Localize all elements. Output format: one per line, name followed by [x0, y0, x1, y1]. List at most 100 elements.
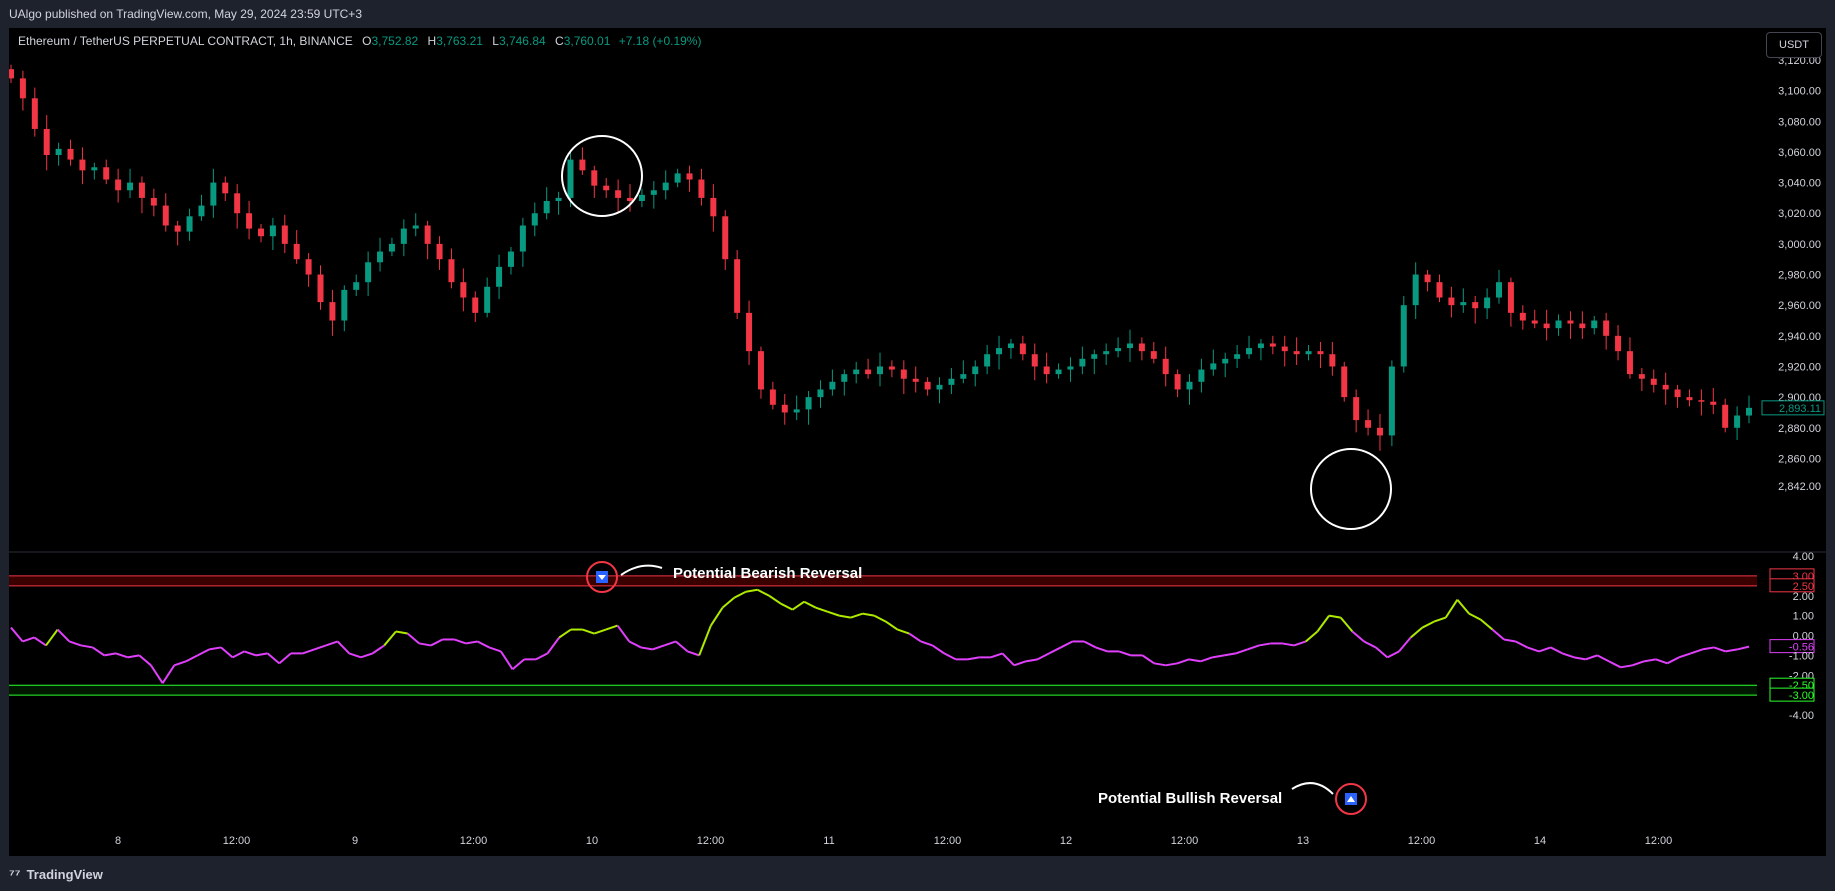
osc-line-segment: [1398, 636, 1412, 653]
osc-line-segment: [1235, 648, 1248, 655]
candle-body: [1150, 351, 1157, 359]
osc-line-segment: [931, 644, 945, 655]
osc-line-segment: [56, 628, 71, 643]
osc-line-segment: [687, 650, 700, 657]
price-axis-tick: 2,960.00: [1778, 300, 1821, 312]
candle-body: [353, 282, 360, 290]
osc-line-segment: [897, 628, 910, 635]
candle-body: [1698, 400, 1705, 402]
osc-line-segment: [220, 646, 234, 659]
time-axis-tick: 12:00: [1171, 835, 1199, 847]
candle-body: [1710, 401, 1717, 405]
time-axis-tick: 12:00: [460, 835, 488, 847]
candle-body: [198, 205, 205, 217]
osc-line-segment: [348, 652, 362, 659]
tradingview-footer[interactable]: ⁷⁷ TradingView: [9, 866, 103, 882]
bottom-highlight-circle: [1310, 448, 1392, 530]
osc-line-segment: [266, 652, 280, 665]
candle-body: [722, 216, 729, 260]
candle-body: [365, 262, 372, 283]
candle-body: [1353, 397, 1360, 421]
chart-svg[interactable]: 3,120.00 3,100.00 3,080.00 3,060.00 3,040.00…: [9, 28, 1826, 856]
bullish-signal-circle: [1335, 783, 1367, 815]
high-label: H: [427, 34, 437, 48]
candle-body: [1067, 366, 1074, 370]
time-axis-tick: 11: [823, 835, 834, 847]
candle-body: [1186, 381, 1193, 390]
candle-body: [817, 389, 824, 398]
osc-line-segment: [1200, 656, 1213, 663]
osc-line-segment: [477, 640, 490, 649]
osc-line-segment: [1328, 614, 1341, 619]
osc-line-segment: [920, 640, 933, 647]
osc-line-segment: [815, 606, 828, 613]
osc-line-segment: [209, 646, 222, 651]
candle-body: [281, 225, 288, 244]
triangle-up-icon: [1347, 796, 1355, 802]
candle-body: [960, 374, 967, 379]
last-price-marker: [1761, 400, 1825, 416]
candle-body: [710, 197, 717, 217]
osc-line-segment: [757, 588, 770, 597]
candle-body: [1734, 415, 1741, 428]
osc-line-segment: [1632, 660, 1645, 667]
osc-line-segment: [862, 612, 875, 617]
osc-line-segment: [80, 644, 93, 649]
osc-line-segment: [395, 630, 408, 635]
osc-line-segment: [173, 660, 187, 667]
candle-body: [1138, 343, 1145, 352]
publisher-header: UAlgo published on TradingView.com, May …: [0, 0, 1835, 28]
low-label: L: [492, 34, 499, 48]
price-axis-tick: 2,920.00: [1778, 361, 1821, 373]
candle-body: [567, 159, 574, 198]
candle-body: [1329, 354, 1336, 367]
candle-body: [1293, 351, 1300, 355]
last-price-label: 2,893.11: [1779, 403, 1821, 415]
candle-body: [269, 225, 276, 237]
candle-body: [1460, 302, 1467, 306]
symbol-name[interactable]: Ethereum / TetherUS PERPETUAL CONTRACT, …: [18, 34, 353, 48]
candle-body: [912, 378, 919, 382]
osc-line-segment: [1305, 630, 1319, 643]
candle-body: [972, 366, 979, 375]
candle-body: [1234, 354, 1241, 359]
osc-line-segment: [1083, 640, 1097, 649]
tradingview-brand: TradingView: [26, 866, 103, 882]
osc-line-segment: [1293, 640, 1307, 647]
candle-body: [317, 274, 324, 303]
osc-line-segment: [430, 638, 444, 647]
price-axis-tick: 3,000.00: [1778, 239, 1821, 251]
candle-body: [329, 302, 336, 321]
osc-line-segment: [325, 640, 338, 647]
candle-body: [1162, 358, 1169, 375]
bearish-annotation: Potential Bearish Reversal: [673, 565, 863, 582]
currency-button[interactable]: USDT: [1766, 32, 1822, 58]
candle-body: [1543, 323, 1550, 329]
candle-body: [150, 197, 157, 206]
chart-area[interactable]: 3,120.00 3,100.00 3,080.00 3,060.00 3,040.00…: [9, 28, 1826, 856]
osc-line-segment: [406, 632, 420, 645]
osc-line-segment: [197, 648, 210, 657]
osc-axis-marker: [1769, 687, 1815, 702]
price-axis-tick: 2,880.00: [1778, 423, 1821, 435]
candle-body: [698, 179, 705, 198]
candle-body: [603, 185, 610, 191]
time-axis-tick: 12:00: [1408, 835, 1436, 847]
osc-line-segment: [138, 654, 152, 667]
osc-axis-tick: 1.00: [1793, 611, 1814, 623]
osc-line-segment: [1643, 658, 1656, 663]
osc-line-segment: [721, 596, 735, 609]
candle-body: [650, 190, 657, 195]
change-value: +7.18 (+0.19%): [618, 34, 702, 48]
osc-line-segment: [1608, 660, 1622, 669]
candle-body: [162, 205, 169, 226]
candle-body: [1496, 282, 1503, 298]
candle-body: [1567, 320, 1574, 324]
osc-line-segment: [1585, 654, 1598, 661]
osc-line-segment: [1386, 650, 1400, 659]
candle-body: [186, 216, 193, 232]
time-axis-tick: 9: [352, 835, 358, 847]
candle-body: [1626, 351, 1633, 375]
low-value: 3,746.84: [498, 34, 546, 48]
candle-body: [555, 197, 562, 201]
